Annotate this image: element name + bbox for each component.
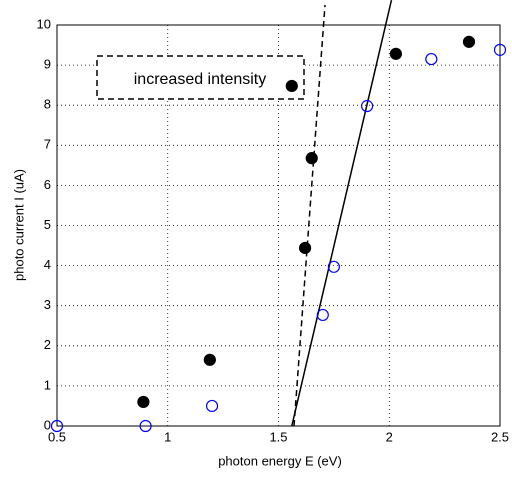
data-point (462, 35, 476, 48)
y-tick-label: 6 (44, 177, 51, 192)
data-point (361, 99, 374, 113)
y-tick-label: 2 (44, 337, 51, 352)
y-tick-label: 5 (44, 217, 51, 232)
y-tick-label: 7 (44, 137, 51, 152)
x-tick-label: 2 (386, 429, 393, 444)
y-tick-label: 1 (44, 377, 51, 392)
plot-frame (56, 24, 501, 427)
data-point (493, 43, 507, 56)
data-point (205, 399, 219, 413)
y-tick-label: 0 (44, 417, 51, 432)
data-point (50, 419, 64, 433)
y-axis-label: photo current I (uA) (11, 169, 26, 281)
y-tick-label: 3 (44, 297, 51, 312)
annotation: increased intensity (134, 71, 267, 88)
fit-line (291, 0, 393, 427)
data-point (203, 353, 216, 366)
x-tick-label: 0.5 (48, 429, 66, 444)
data-point (327, 260, 340, 273)
data-point (305, 152, 318, 165)
data-point (425, 52, 438, 66)
x-tick-label: 1 (164, 429, 171, 444)
y-tick-label: 10 (37, 16, 51, 31)
x-axis-label: photon energy E (eV) (218, 453, 342, 468)
y-tick-label: 9 (44, 57, 51, 72)
x-tick-label: 1.5 (269, 429, 287, 444)
data-point (137, 395, 150, 409)
data-point (139, 419, 152, 433)
x-tick-label: 2.5 (491, 429, 509, 444)
y-tick-label: 8 (44, 97, 51, 112)
data-point (298, 241, 312, 255)
y-tick-label: 4 (44, 257, 51, 272)
data-point (389, 47, 402, 60)
data-point (316, 308, 329, 322)
fit-line (293, 4, 326, 427)
data-point (285, 79, 298, 93)
annotation-box (96, 55, 305, 100)
